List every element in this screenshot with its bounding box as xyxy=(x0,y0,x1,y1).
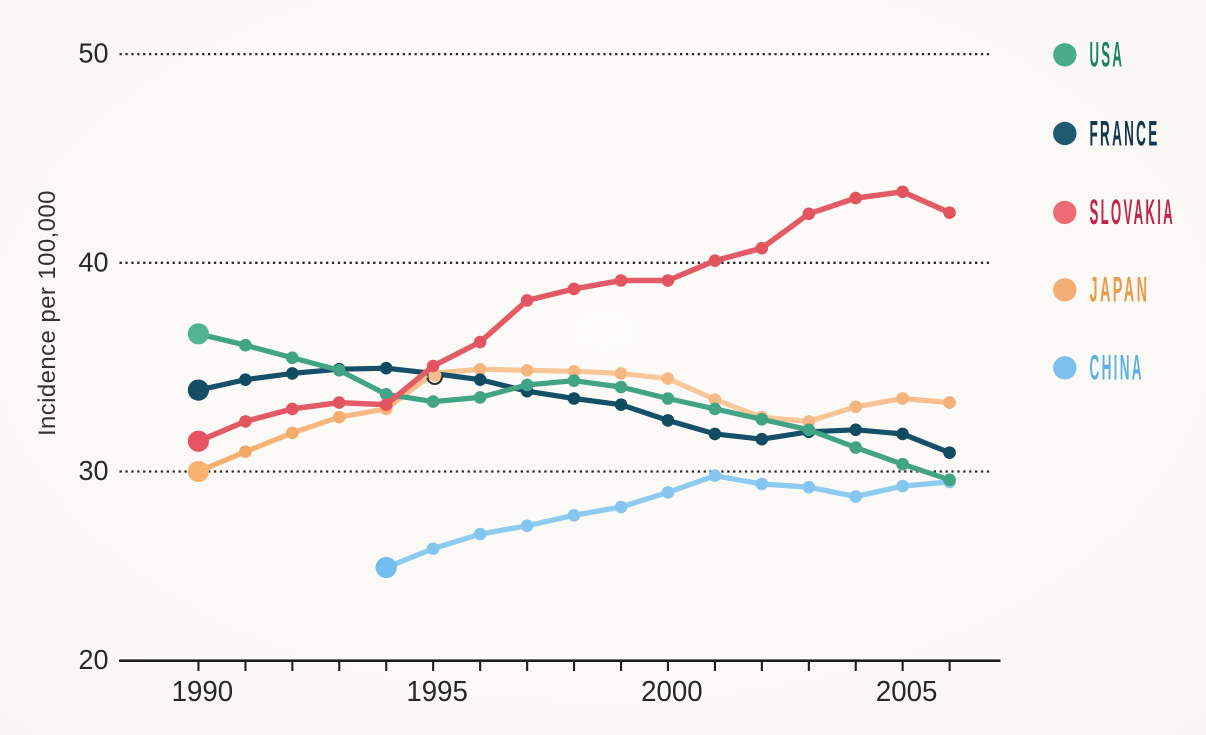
svg-text:SLOVAKIA: SLOVAKIA xyxy=(1090,192,1176,232)
svg-text:1995: 1995 xyxy=(406,676,468,708)
svg-text:2005: 2005 xyxy=(876,676,938,708)
svg-text:CHINA: CHINA xyxy=(1090,348,1144,388)
svg-text:Incidence per 100,000: Incidence per 100,000 xyxy=(34,191,61,437)
svg-text:1990: 1990 xyxy=(172,676,234,708)
svg-text:30: 30 xyxy=(79,455,109,486)
svg-text:2000: 2000 xyxy=(641,676,703,708)
svg-text:USA: USA xyxy=(1090,35,1125,75)
svg-text:50: 50 xyxy=(79,38,109,69)
svg-text:FRANCE: FRANCE xyxy=(1090,113,1160,153)
svg-text:20: 20 xyxy=(79,644,109,675)
svg-text:40: 40 xyxy=(79,246,109,277)
svg-text:JAPAN: JAPAN xyxy=(1090,270,1150,310)
